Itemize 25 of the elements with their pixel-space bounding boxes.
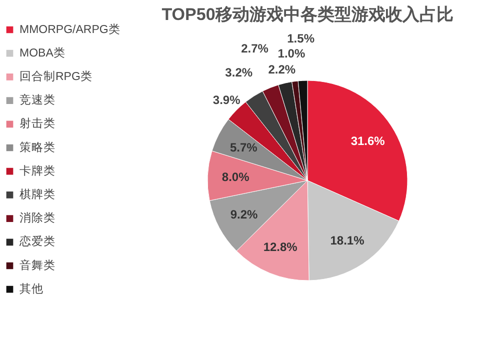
legend-label: 棋牌类 [20, 188, 56, 201]
legend-label: 射击类 [20, 117, 56, 130]
legend-label: 卡牌类 [20, 164, 56, 178]
data-label: 2.2% [268, 62, 296, 76]
legend-label: 策略类 [20, 140, 56, 154]
data-label: 1.5% [287, 32, 315, 46]
data-label: 2.7% [241, 42, 269, 56]
chart-title: TOP50移动游戏中各类型游戏收入占比 [162, 5, 454, 24]
legend-label: 回合制RPG类 [20, 70, 92, 83]
data-label: 3.9% [212, 93, 241, 108]
legend-label: 其他 [20, 282, 44, 296]
data-label: 8.0% [222, 170, 250, 184]
data-label: 9.2% [230, 208, 258, 222]
legend-label: 音舞类 [20, 258, 56, 272]
legend-label: 恋爱类 [18, 234, 56, 248]
legend-label: MMORPG/ARPG类 [20, 22, 120, 36]
legend-label: 消除类 [20, 212, 56, 225]
data-label: 5.7% [230, 140, 258, 154]
legend-label: MOBA类 [20, 46, 66, 60]
data-label: 12.8% [263, 240, 298, 254]
data-label: 1.0% [278, 46, 306, 61]
data-label: 18.1% [330, 234, 365, 248]
data-label: 3.2% [225, 65, 253, 80]
data-label: 31.6% [350, 134, 386, 148]
legend-label: 竞速类 [20, 92, 56, 107]
